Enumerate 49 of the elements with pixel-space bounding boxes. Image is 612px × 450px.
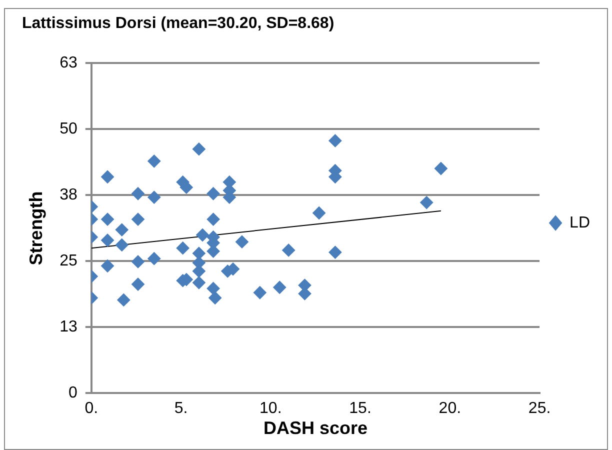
point: [420, 196, 434, 210]
y-tick-label: 0: [68, 384, 78, 402]
point: [206, 282, 220, 295]
point: [235, 235, 248, 248]
point: [328, 134, 342, 148]
point: [101, 259, 114, 272]
point: [132, 255, 145, 268]
point: [117, 293, 130, 306]
x-tick-label: 10.: [260, 400, 282, 418]
y-tick-label: 25: [60, 252, 78, 270]
y-tick-label: 13: [60, 318, 78, 336]
point: [206, 212, 220, 226]
x-tick-label: 0.: [84, 400, 98, 418]
x-axis-title: DASH score: [263, 418, 368, 438]
point: [282, 244, 296, 257]
point: [176, 242, 190, 255]
x-tick-label: 20.: [438, 400, 462, 418]
point: [192, 246, 206, 260]
point: [180, 180, 193, 194]
y-tick-label: 50: [60, 120, 78, 138]
point: [115, 238, 128, 252]
point: [148, 154, 161, 168]
x-tick-label: 25.: [528, 400, 551, 418]
point: [132, 278, 145, 291]
point: [148, 252, 161, 266]
point: [434, 162, 448, 175]
point: [192, 276, 206, 290]
point: [101, 170, 114, 184]
point: [132, 187, 145, 200]
point: [115, 223, 128, 236]
point: [192, 142, 206, 156]
point: [101, 234, 114, 247]
legend-label: LD: [570, 214, 590, 232]
y-tick-label: 38: [60, 186, 78, 204]
point: [196, 228, 210, 242]
point: [208, 291, 222, 304]
point: [206, 187, 220, 200]
point: [253, 286, 266, 300]
point: [312, 206, 326, 220]
chart-title: Lattissimus Dorsi (mean=30.20, SD=8.68): [22, 15, 334, 32]
point: [328, 246, 342, 259]
point: [101, 212, 114, 226]
point: [132, 212, 145, 226]
point: [273, 280, 286, 294]
point: [148, 190, 161, 204]
x-tick-label: 15.: [349, 400, 372, 418]
y-tick-label: 63: [60, 54, 78, 72]
y-axis-title: Strength: [26, 191, 46, 266]
x-tick-label: 5.: [174, 400, 188, 418]
